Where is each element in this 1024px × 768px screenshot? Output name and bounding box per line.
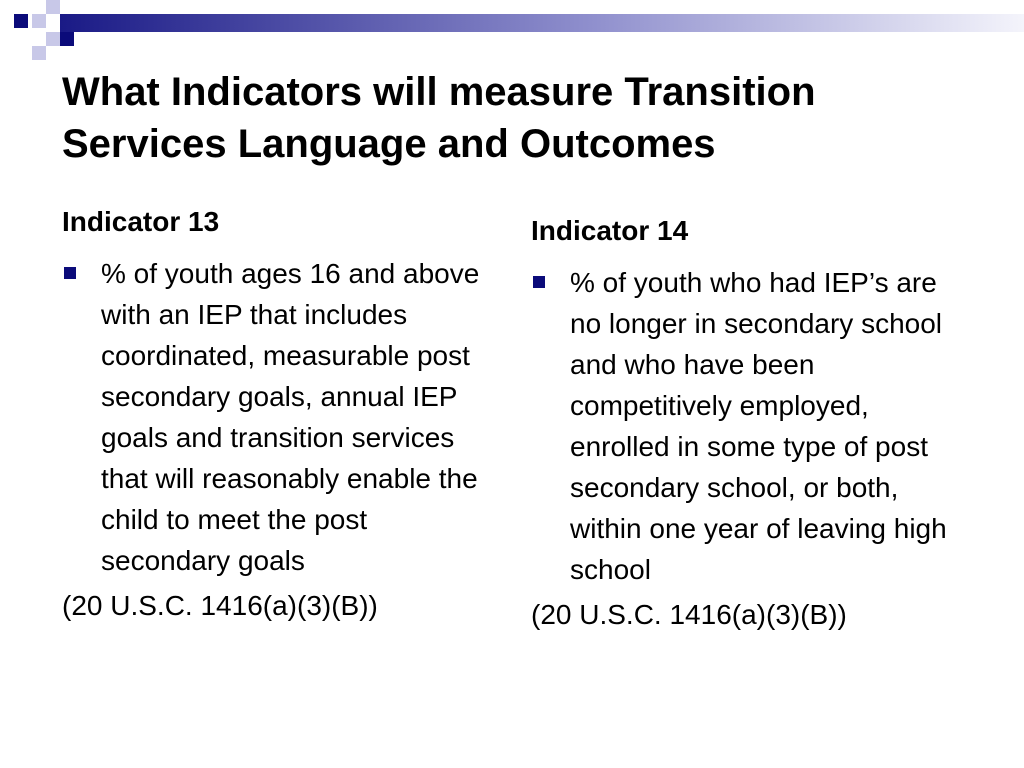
deco-square-2 (32, 14, 46, 28)
indicator-13-heading: Indicator 13 (62, 206, 220, 237)
deco-square-3 (46, 0, 60, 14)
deco-square-1 (14, 14, 28, 28)
indicator-14-bullet: % of youth who had IEP’s are no longer i… (531, 262, 961, 590)
indicator-14-column: Indicator 14 % of youth who had IEP’s ar… (531, 211, 961, 635)
slide-title: What Indicators will measure Transition … (62, 70, 816, 166)
indicator-13-bullet: % of youth ages 16 and above with an IEP… (62, 253, 492, 581)
deco-square-5 (32, 46, 46, 60)
square-bullet-icon (533, 276, 545, 288)
indicator-13-citation: (20 U.S.C. 1416(a)(3)(B)) (62, 590, 378, 621)
indicator-13-column: Indicator 13 % of youth ages 16 and abov… (62, 202, 492, 626)
indicator-14-heading: Indicator 14 (531, 215, 689, 246)
header-decoration (14, 0, 1024, 60)
deco-square-4 (46, 32, 60, 46)
indicator-14-citation: (20 U.S.C. 1416(a)(3)(B)) (531, 599, 847, 630)
indicator-14-bullet-text: % of youth who had IEP’s are no longer i… (570, 267, 947, 585)
indicator-13-bullet-text: % of youth ages 16 and above with an IEP… (101, 258, 480, 576)
header-gradient-bar (60, 14, 1024, 32)
deco-square-6 (60, 32, 74, 46)
square-bullet-icon (64, 267, 76, 279)
